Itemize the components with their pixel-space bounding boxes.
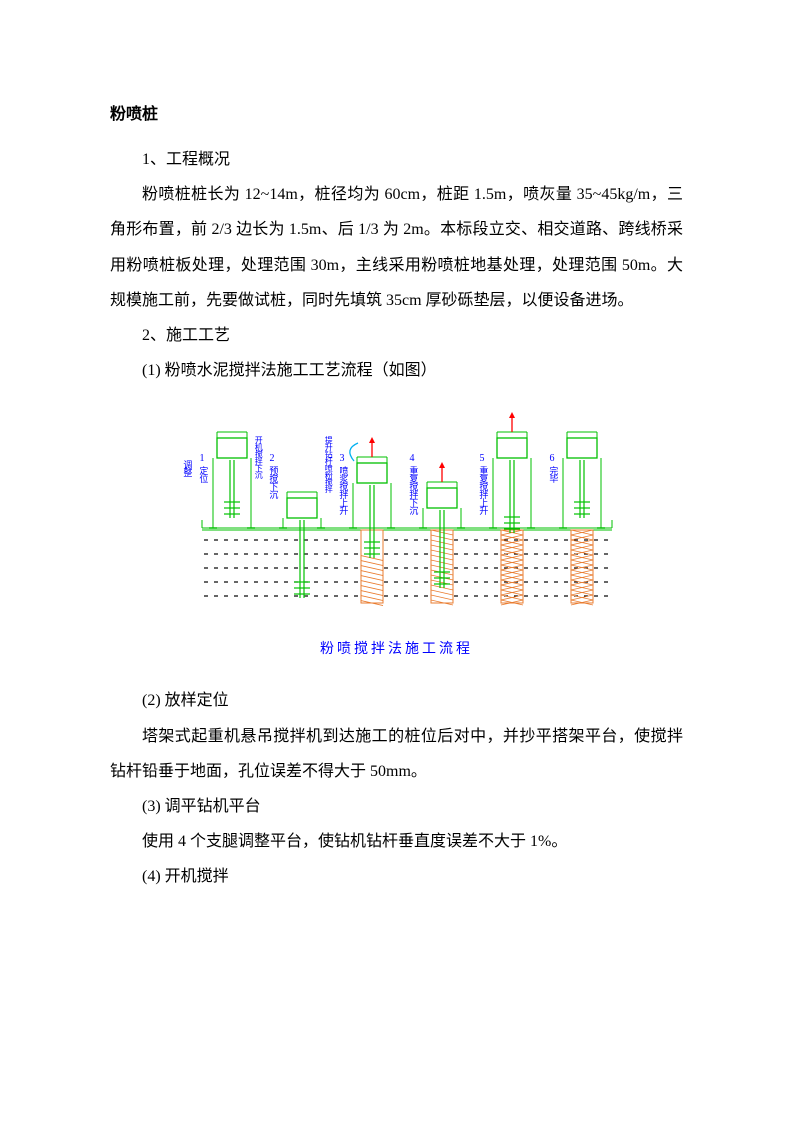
doc-title: 粉喷桩 bbox=[110, 100, 683, 124]
diagram-stage-label: 重复搅拌上升 bbox=[478, 466, 488, 514]
diagram-stage-label: 喷浆搅拌上升 bbox=[338, 466, 348, 514]
process-diagram: 调整 1 定位 2 预搅下沉开机搅拌下沉 3 喷浆搅拌上升提升钻杆喷粉搅拌 4 重复搅拌下沉 5 重… bbox=[172, 408, 622, 628]
diagram-stage-extra-label: 开机搅拌下沉 bbox=[254, 436, 263, 478]
diagram-caption: 粉喷搅拌法施工流程 bbox=[110, 638, 683, 658]
diagram-stage-num: 4 bbox=[407, 453, 418, 464]
diagram-stage-label: 预搅下沉 bbox=[268, 466, 278, 498]
diagram-stage-num: 5 bbox=[477, 453, 488, 464]
diagram-stage-label: 重复搅拌下沉 bbox=[408, 466, 418, 514]
diagram-stage-label: 定位 bbox=[198, 466, 208, 482]
section-2-3: (3) 调平钻机平台 bbox=[110, 789, 683, 824]
diagram-stage-num: 1 bbox=[197, 453, 208, 464]
section-2-2-body: 塔架式起重机悬吊搅拌机到达施工的桩位后对中，并抄平搭架平台，使搅拌钻杆铅垂于地面… bbox=[110, 719, 683, 789]
process-diagram-container: 调整 1 定位 2 预搅下沉开机搅拌下沉 3 喷浆搅拌上升提升钻杆喷粉搅拌 4 重复搅拌下沉 5 重… bbox=[110, 408, 683, 628]
section-1-heading: 1、工程概况 bbox=[110, 142, 683, 177]
diagram-stage-num: 3 bbox=[337, 453, 348, 464]
diagram-stage-extra-label: 提升钻杆喷粉搅拌 bbox=[324, 436, 333, 492]
diagram-stage-num: 2 bbox=[267, 453, 278, 464]
section-2-2: (2) 放样定位 bbox=[110, 683, 683, 718]
section-2-3-body: 使用 4 个支腿调整平台，使钻机钻杆垂直度误差不大于 1%。 bbox=[110, 824, 683, 859]
diagram-adjust-label: 调整 bbox=[182, 460, 192, 476]
section-2-4: (4) 开机搅拌 bbox=[110, 859, 683, 894]
diagram-stage-label: 完毕 bbox=[548, 466, 558, 482]
section-2-heading: 2、施工工艺 bbox=[110, 318, 683, 353]
section-1-body: 粉喷桩桩长为 12~14m，桩径均为 60cm，桩距 1.5m，喷灰量 35~4… bbox=[110, 177, 683, 318]
section-2-1: (1) 粉喷水泥搅拌法施工工艺流程（如图） bbox=[110, 353, 683, 388]
diagram-stage-num: 6 bbox=[547, 453, 558, 464]
